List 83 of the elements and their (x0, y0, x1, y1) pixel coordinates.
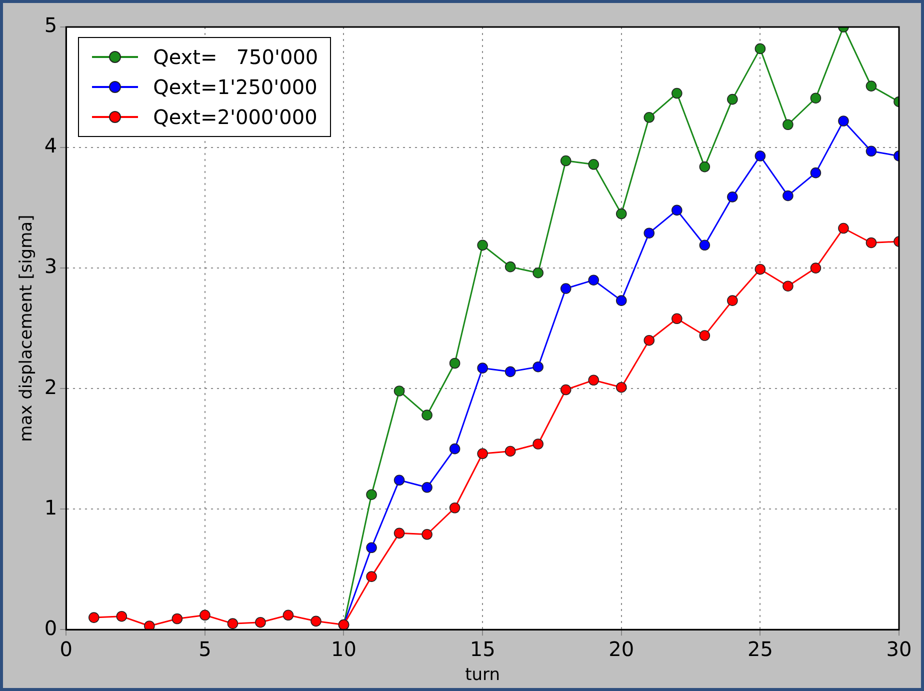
point (504, 446, 516, 457)
point (644, 112, 655, 123)
point (782, 190, 794, 202)
point (255, 616, 266, 628)
x-tick-label: 20 (608, 636, 634, 661)
point (754, 43, 766, 54)
point (504, 366, 516, 378)
point (477, 240, 488, 251)
point (422, 528, 432, 540)
point (366, 571, 377, 582)
point (504, 261, 516, 272)
point (449, 358, 460, 369)
point (866, 80, 877, 92)
y-tick-label: 3 (44, 254, 58, 278)
point (616, 295, 627, 306)
point (588, 374, 600, 386)
point (810, 262, 822, 274)
point (366, 489, 377, 500)
point (672, 204, 682, 216)
point (727, 94, 738, 105)
point (560, 283, 572, 294)
point (810, 92, 822, 104)
point (532, 438, 544, 450)
point (449, 443, 460, 454)
point (227, 618, 238, 629)
point (838, 222, 849, 234)
x-tick-label: 10 (331, 636, 356, 661)
point (560, 155, 572, 166)
legend-label: Qext=1'250'000 (153, 75, 318, 99)
point (588, 274, 600, 286)
point (727, 192, 738, 202)
point (644, 228, 655, 238)
point (449, 502, 460, 514)
y-tick-label: 5 (44, 13, 58, 38)
point (477, 362, 488, 374)
point (394, 474, 405, 486)
x-tick-label: 0 (60, 636, 72, 661)
y-tick-label: 0 (44, 616, 58, 640)
point (532, 361, 544, 372)
point (310, 616, 322, 627)
point (394, 386, 405, 396)
point (172, 613, 183, 624)
point (477, 448, 488, 460)
y-tick-label: 2 (44, 374, 58, 399)
point (672, 313, 682, 324)
point (727, 295, 738, 306)
point (422, 482, 432, 493)
point (560, 384, 572, 396)
point (88, 612, 100, 623)
point (282, 610, 294, 621)
point (116, 610, 128, 622)
point (699, 330, 710, 341)
point (394, 528, 405, 539)
x-tick-label: 15 (470, 636, 496, 661)
point (838, 116, 849, 126)
x-axis-title: turn (465, 665, 500, 686)
y-axis-title: max displacement [sigma] (16, 214, 37, 442)
point (672, 88, 682, 99)
point (782, 280, 794, 292)
legend-label: Qext=2'000'000 (153, 105, 318, 129)
point (699, 161, 710, 172)
point (200, 610, 210, 621)
point (810, 167, 822, 178)
point (366, 542, 377, 554)
point (422, 410, 432, 420)
point (782, 119, 794, 130)
point (616, 208, 627, 220)
point (144, 620, 155, 630)
y-tick-label: 4 (44, 134, 58, 158)
point (588, 158, 600, 170)
point (616, 382, 627, 393)
point (699, 240, 710, 251)
point (532, 267, 544, 278)
x-tick-label: 25 (747, 636, 773, 661)
point (866, 237, 877, 248)
point (644, 334, 655, 346)
x-tick-label: 5 (198, 636, 212, 661)
point (754, 150, 766, 162)
legend-label: Qext= 750'000 (153, 45, 318, 69)
x-tick-label: 30 (886, 636, 912, 661)
y-tick-label: 1 (44, 495, 58, 520)
point (754, 264, 766, 275)
point (866, 146, 877, 157)
